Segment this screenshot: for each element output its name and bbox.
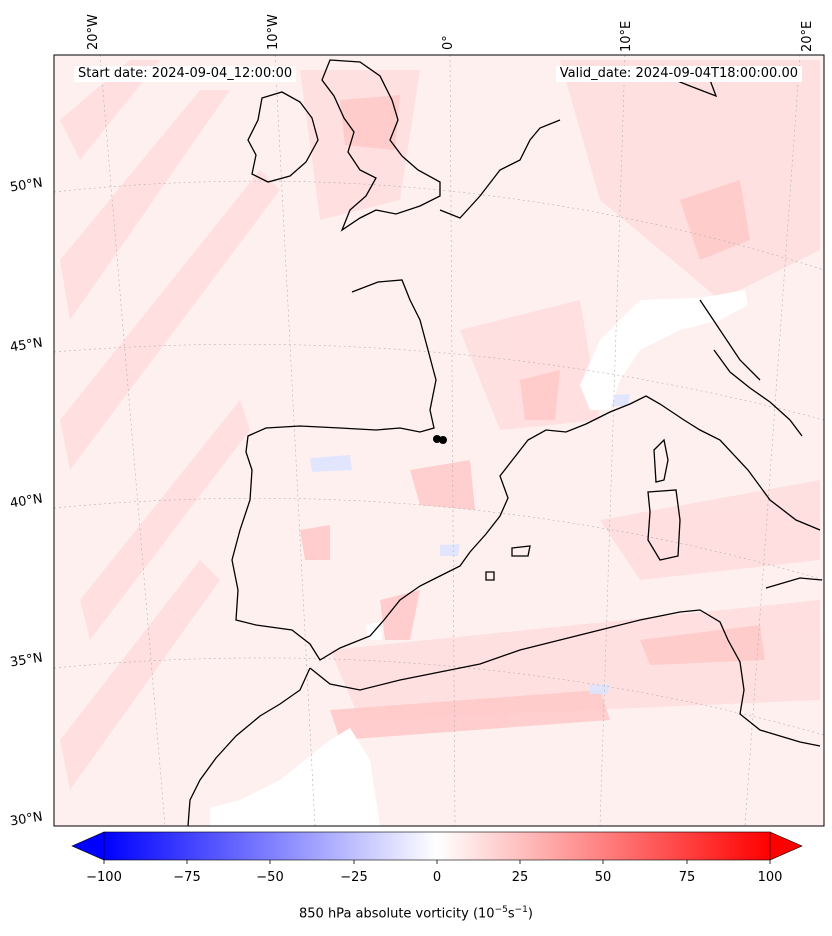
colorbar-tick: 75: [678, 870, 696, 885]
lon-label-10w: 10°W: [266, 14, 281, 50]
colorbar-tick: 0: [432, 870, 442, 885]
colorbar-tick: −50: [256, 870, 284, 885]
lon-label-20w: 20°W: [86, 14, 101, 50]
colorbar: [71, 831, 803, 864]
colorbar-tick: 25: [511, 870, 529, 885]
colorbar-tick: 50: [594, 870, 612, 885]
start-date-label: Start date: 2024-09-04_12:00:00: [74, 66, 297, 82]
lon-label-0: 0°: [441, 35, 456, 50]
colorbar-tick: −75: [173, 870, 201, 885]
colorbar-tick: 100: [757, 870, 783, 885]
vorticity-field: [54, 55, 824, 826]
map-frame: [53, 54, 825, 827]
colorbar-tick: −25: [340, 870, 368, 885]
lon-label-20e: 20°E: [800, 20, 815, 52]
location-marker: [433, 435, 447, 444]
colorbar-label: 850 hPa absolute vorticity (10−5s−1): [299, 905, 533, 922]
colorbar-tick: −100: [86, 870, 122, 885]
lon-label-10e: 10°E: [619, 20, 634, 52]
valid-date-label: Valid_date: 2024-09-04T18:00:00.00: [555, 66, 802, 82]
